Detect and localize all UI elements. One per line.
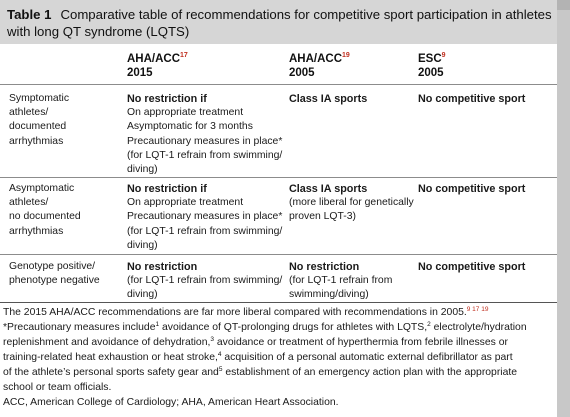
footnote-text: acquisition of a personal automatic exte… [221, 352, 513, 363]
cell-head: No restriction if [127, 93, 207, 105]
footnote-text: The 2015 AHA/ACC recommendations are far… [3, 307, 467, 318]
cell-line: swimming/diving) [289, 289, 369, 301]
col-org: AHA/ACC [127, 53, 181, 65]
cell-line: Precautionary measures in place* [127, 135, 283, 147]
cell-line: diving) [127, 289, 158, 301]
row-label-line: athletes/ [9, 107, 49, 119]
cell-head: No competitive sport [418, 261, 526, 273]
table-caption: Comparative table of recommendations for… [7, 7, 552, 39]
footnote-text: of the athlete’s personal sports safety … [3, 367, 219, 378]
cell-r3-esc2005: No competitive sport [418, 260, 525, 274]
row-label-line: athletes/ [9, 197, 49, 209]
cell-head: Class IA sports [289, 183, 368, 195]
footnote-num: 1 [155, 321, 160, 328]
row-label-line: phenotype negative [9, 275, 100, 287]
cell-line: On appropriate treatment [127, 197, 244, 209]
footnote-text: *Precautionary measures include [3, 322, 156, 333]
col-year: 2005 [289, 67, 315, 79]
cell-head: No restriction [289, 261, 360, 273]
row-label-line: Genotype positive/ [9, 261, 96, 272]
cell-line: diving) [127, 164, 158, 176]
cell-line: (for LQT-1 refrain from swimming/ [127, 149, 283, 161]
cell-head: Class IA sports [289, 93, 368, 105]
cell-head: No restriction [127, 261, 198, 273]
cell-line: (for LQT-1 refrain from [289, 275, 393, 287]
header-divider [0, 84, 557, 85]
row-label-line: no documented [9, 211, 81, 223]
cell-head: No competitive sport [418, 93, 526, 105]
footnote-text: training-related heat exhaustion or heat… [3, 352, 218, 363]
cell-r2-aha2015: No restriction if On appropriate treatme… [127, 182, 282, 253]
cell-r1-aha2005: Class IA sports [289, 92, 367, 106]
cell-head: No restriction if [127, 183, 207, 195]
footnote-text: avoidance or treatment of hyperthermia f… [214, 337, 508, 348]
footnote-num: 5 [218, 366, 223, 373]
row-label-line: arrhythmias [9, 135, 64, 147]
scroll-cap [557, 0, 570, 10]
cell-line: (for LQT-1 refrain from swimming/ [127, 225, 283, 237]
cell-r1-esc2005: No competitive sport [418, 92, 525, 106]
cell-r3-aha2005: No restriction (for LQT-1 refrain from s… [289, 260, 392, 303]
cell-head: No competitive sport [418, 183, 526, 195]
col-year: 2015 [127, 67, 153, 79]
table-label: Table 1 [7, 7, 52, 22]
footnote-num: 2 [427, 321, 431, 328]
row-label-line: arrhythmias [9, 225, 64, 237]
footnote-text: school or team officials. [3, 382, 112, 393]
col-ref: 19 [342, 52, 350, 59]
cell-line: proven LQT-3) [289, 211, 356, 223]
footnote-text: avoidance of QT-prolonging drugs for ath… [159, 322, 428, 333]
footnote-num: 4 [217, 351, 222, 358]
col-year: 2005 [418, 67, 444, 79]
footnote-text: electrolyte/hydration [430, 322, 527, 333]
col-org: AHA/ACC [289, 53, 343, 65]
row-label-line: documented [9, 121, 67, 133]
table-header: Table 1 Comparative table of recommendati… [0, 0, 557, 44]
row-label-asymptomatic: Asymptomatic athletes/ no documented arr… [9, 182, 81, 239]
footnote-liberal: The 2015 AHA/ACC recommendations are far… [3, 305, 555, 320]
row-label-line: Asymptomatic [9, 183, 75, 194]
col-org: ESC [418, 53, 442, 65]
row-divider [0, 177, 557, 178]
col-header-aha-2005: AHA/ACC19 2005 [289, 52, 350, 80]
cell-line: (for LQT-1 refrain from swimming/ [127, 275, 283, 287]
footnote-num: 3 [210, 336, 215, 343]
row-label-genotype: Genotype positive/ phenotype negative [9, 260, 100, 288]
cell-r2-esc2005: No competitive sport [418, 182, 525, 196]
cell-line: Asymptomatic for 3 months [127, 121, 253, 133]
footnote-ref: 9 17 19 [466, 306, 489, 313]
col-header-esc-2005: ESC9 2005 [418, 52, 446, 80]
table-bottom-rule [0, 302, 557, 303]
footnote-text: establishment of an emergency action pla… [222, 367, 518, 378]
footnote-text: replenishment and avoidance of dehydrati… [3, 337, 211, 348]
col-header-aha-2015: AHA/ACC17 2015 [127, 52, 188, 80]
cell-r2-aha2005: Class IA sports (more liberal for geneti… [289, 182, 414, 225]
row-divider [0, 254, 557, 255]
cell-r1-aha2015: No restriction if On appropriate treatme… [127, 92, 282, 177]
table-panel: Table 1 Comparative table of recommendati… [0, 0, 557, 410]
cell-r3-aha2015: No restriction (for LQT-1 refrain from s… [127, 260, 282, 303]
cell-line: Precautionary measures in place* [127, 211, 283, 223]
cell-line: diving) [127, 239, 158, 251]
footnote-text: ACC, American College of Cardiology; AHA… [3, 397, 339, 408]
cell-line: (more liberal for genetically [289, 197, 414, 209]
footnote-abbreviations: ACC, American College of Cardiology; AHA… [3, 395, 555, 410]
row-label-symptomatic: Symptomatic athletes/ documented arrhyth… [9, 92, 69, 149]
table-title: Table 1 Comparative table of recommendati… [7, 6, 552, 40]
cell-line: On appropriate treatment [127, 107, 244, 119]
col-ref: 17 [180, 52, 188, 59]
footnote-precautions: *Precautionary measures include1 avoidan… [3, 320, 555, 395]
right-scroll-strip [557, 0, 570, 417]
col-ref: 9 [441, 52, 446, 59]
row-label-line: Symptomatic [9, 93, 70, 104]
